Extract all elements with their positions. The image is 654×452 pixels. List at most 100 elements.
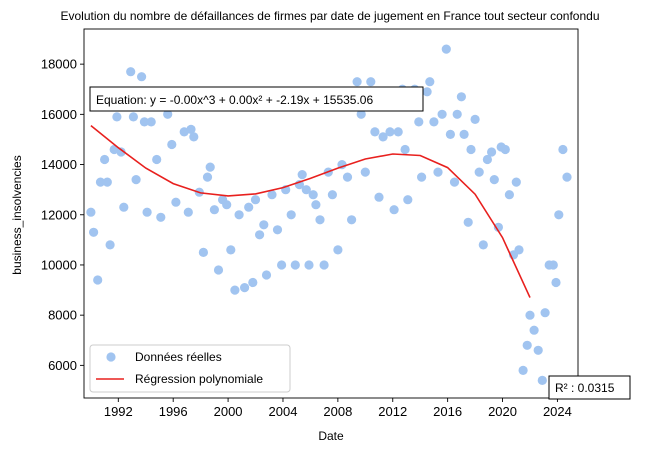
data-point [548, 260, 558, 270]
legend: Données réelles Régression polynomiale [89, 344, 291, 393]
data-point [342, 172, 353, 182]
data-point [482, 154, 492, 165]
data-point [425, 77, 435, 87]
data-point [433, 167, 443, 177]
data-point [93, 275, 103, 285]
data-point [558, 144, 568, 155]
data-point [333, 245, 343, 255]
y-tick-label: 18000 [41, 57, 77, 72]
data-point [360, 167, 370, 177]
axes-frame [83, 28, 579, 399]
data-point [315, 215, 325, 225]
data-point [366, 77, 376, 87]
data-point [202, 172, 213, 182]
data-point [156, 212, 166, 222]
data-point [487, 147, 497, 157]
data-point [393, 127, 403, 137]
regression-line [90, 124, 531, 298]
data-point [116, 147, 126, 157]
y-tick-label: 14000 [41, 157, 77, 172]
r2-text: R² : 0.0315 [555, 381, 615, 395]
data-point [167, 139, 177, 150]
data-point [100, 154, 110, 165]
x-tick-label: 2012 [378, 404, 407, 419]
x-tick-label: 2016 [433, 404, 462, 419]
data-point [504, 190, 514, 200]
x-tick-label: 2004 [269, 404, 298, 419]
y-tick-label: 10000 [41, 257, 77, 272]
data-point [163, 109, 173, 119]
data-point [456, 92, 466, 102]
data-point [112, 112, 122, 122]
data-point [205, 162, 215, 172]
data-point [131, 175, 141, 185]
y-tick-label: 6000 [48, 358, 77, 373]
data-point [514, 245, 524, 255]
data-point [272, 225, 283, 235]
data-point [389, 205, 399, 215]
data-point [533, 345, 543, 355]
data-point [240, 283, 250, 293]
data-point [209, 205, 219, 215]
y-tick-label: 16000 [41, 107, 77, 122]
x-tick-label: 2000 [214, 404, 243, 419]
data-point [441, 44, 451, 54]
data-point [463, 217, 473, 227]
data-point [356, 109, 366, 119]
data-point [290, 260, 300, 270]
data-point [370, 127, 380, 137]
legend-frame [89, 344, 291, 393]
data-point [230, 285, 240, 295]
legend-label: Régression polynomiale [135, 372, 263, 386]
data-point [286, 210, 296, 220]
data-point [86, 207, 96, 217]
data-point [414, 117, 424, 127]
data-point [119, 202, 129, 212]
data-point [89, 227, 99, 237]
chart-title: Evolution du nombre de défaillances de f… [61, 9, 600, 23]
data-point [385, 127, 395, 137]
data-point [470, 114, 480, 124]
plot-area [80, 28, 579, 402]
data-point [301, 185, 311, 195]
data-point [327, 190, 337, 200]
data-point [250, 195, 261, 205]
data-point [459, 129, 469, 139]
x-tick-label: 2024 [543, 404, 572, 419]
data-point [452, 109, 462, 119]
data-point [226, 245, 236, 255]
r2-box-frame [548, 375, 631, 400]
equation-text: Equation: y = -0.00x^3 + 0.00x² + -2.19x… [96, 93, 373, 107]
data-point [189, 132, 199, 142]
data-point [449, 177, 460, 187]
data-point [222, 200, 232, 210]
data-point [255, 230, 265, 240]
r2-box: R² : 0.0315 [548, 375, 631, 400]
data-point [374, 192, 384, 202]
data-point [267, 190, 277, 200]
x-tick-label: 1992 [104, 404, 133, 419]
data-point [378, 132, 388, 142]
data-point [311, 200, 321, 210]
data-point [500, 144, 510, 155]
data-point [244, 202, 254, 212]
data-point [248, 277, 258, 288]
data-point [537, 375, 547, 385]
data-point [429, 117, 439, 127]
data-point [126, 67, 136, 77]
data-point [525, 310, 535, 320]
data-point [183, 207, 193, 217]
data-point [466, 144, 476, 155]
data-point [142, 207, 152, 217]
data-point [489, 175, 499, 185]
data-point [445, 129, 455, 139]
data-point [304, 260, 314, 270]
data-point [95, 177, 106, 187]
data-point [352, 77, 362, 87]
data-point [128, 112, 138, 122]
y-axis-label: business_insolvencies [10, 155, 24, 274]
y-tick-label: 12000 [41, 207, 77, 222]
data-point [139, 117, 149, 127]
data-point [261, 270, 272, 280]
